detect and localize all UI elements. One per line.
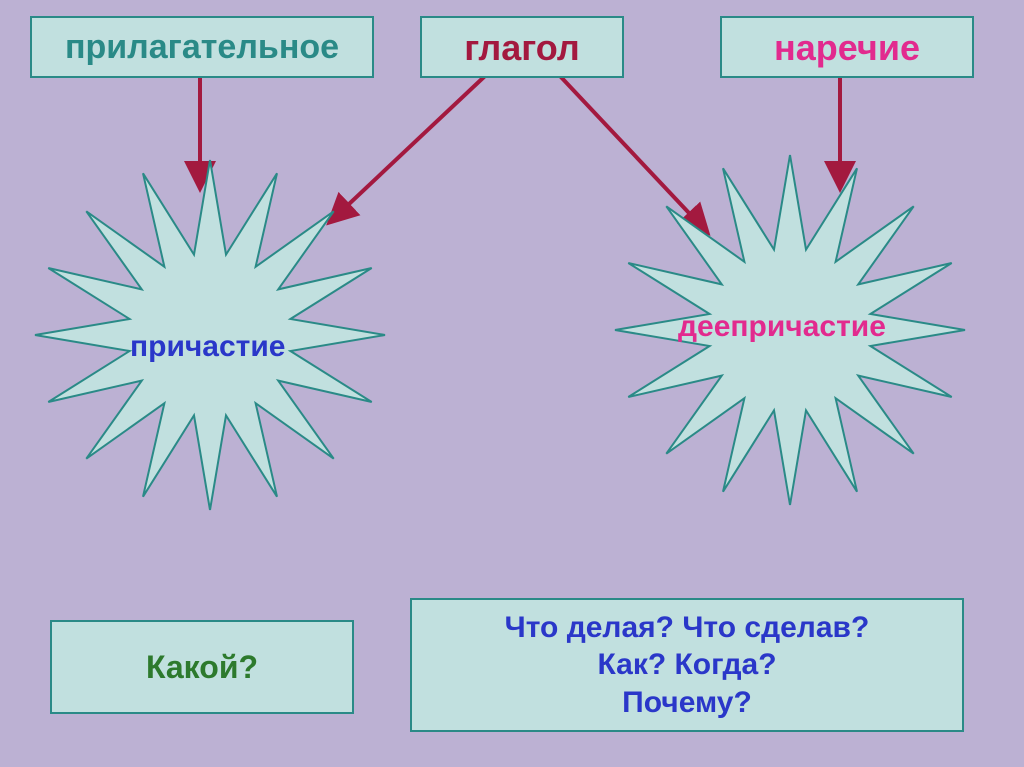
- label-gerund: деепричастие: [678, 310, 886, 344]
- box-question-left: Какой?: [50, 620, 354, 714]
- box-question-right: Что делая? Что сделав? Как? Когда? Почем…: [410, 598, 964, 732]
- box-adverb: наречие: [720, 16, 974, 78]
- box-adjective: прилагательное: [30, 16, 374, 78]
- label-participle: причастие: [130, 330, 286, 364]
- box-verb: глагол: [420, 16, 624, 78]
